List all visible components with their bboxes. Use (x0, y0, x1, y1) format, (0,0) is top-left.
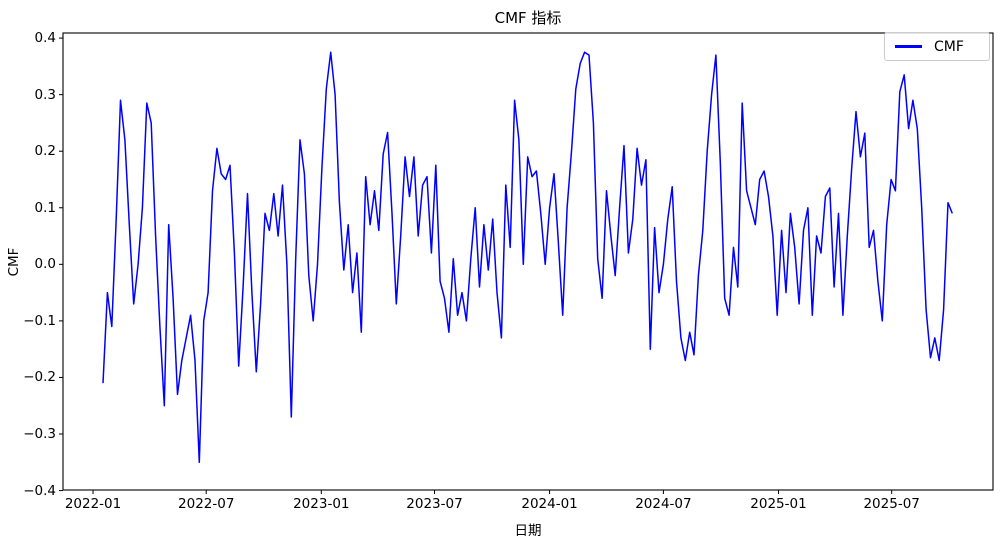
y-tick-label: 0.4 (34, 30, 56, 47)
y-tick-label: −0.3 (23, 426, 56, 442)
y-tick-label: −0.1 (23, 312, 56, 329)
y-tick-label: 0.2 (34, 143, 56, 160)
axis-tick-marks (59, 37, 893, 494)
x-tick-label: 2022-01 (64, 496, 122, 512)
y-tick-label: −0.4 (23, 482, 56, 499)
legend-line-icon (895, 45, 922, 48)
legend-series-label: CMF (934, 38, 964, 55)
x-tick-label: 2024-01 (521, 496, 578, 512)
x-tick-label: 2023-01 (293, 496, 350, 512)
x-axis-label: 日期 (514, 523, 542, 539)
y-tick-label: 0.3 (34, 86, 56, 103)
axes-spines (62, 32, 994, 491)
chart-title: CMF 指标 (494, 9, 562, 27)
legend: CMF (884, 32, 990, 61)
cmf-line-series (102, 51, 953, 464)
x-tick-label: 2025-01 (750, 496, 807, 512)
y-tick-label: 0.0 (34, 256, 56, 273)
x-tick-label: 2025-07 (863, 496, 920, 512)
x-tick-label: 2022-07 (178, 496, 235, 512)
y-tick-label: −0.2 (23, 369, 56, 386)
x-tick-label: 2024-07 (635, 496, 692, 512)
x-tick-label: 2023-07 (406, 496, 463, 512)
y-tick-label: 0.1 (34, 199, 56, 216)
